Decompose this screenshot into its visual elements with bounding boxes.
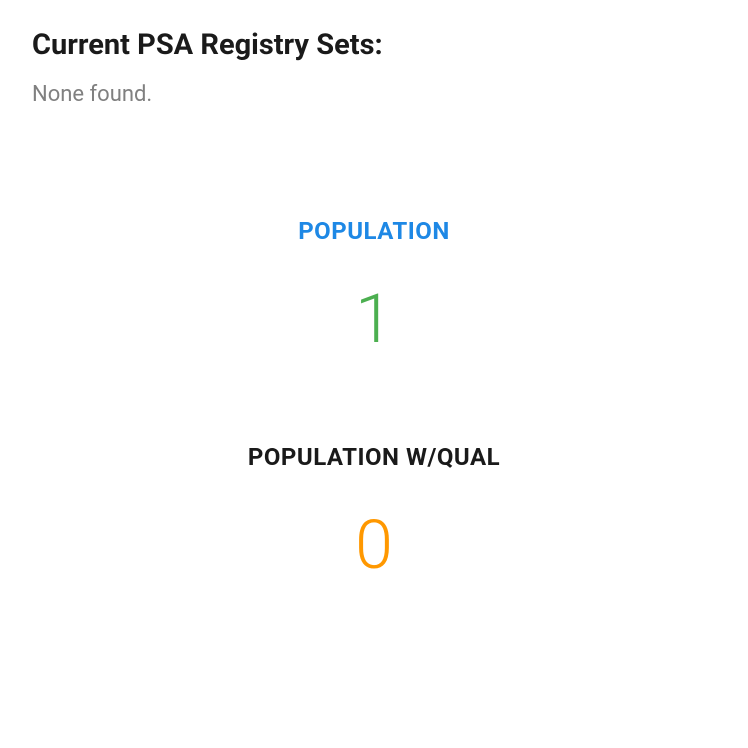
section-title: Current PSA Registry Sets: bbox=[32, 28, 716, 62]
stat-label-population: POPULATION bbox=[298, 217, 450, 245]
stat-label-population-wqual: POPULATION W/QUAL bbox=[248, 443, 500, 471]
stat-value-population: 1 bbox=[298, 285, 450, 353]
stat-value-population-wqual: 0 bbox=[248, 511, 500, 579]
stat-population: POPULATION 1 bbox=[298, 217, 450, 353]
empty-message: None found. bbox=[32, 82, 716, 107]
stats-container: POPULATION 1 POPULATION W/QUAL 0 bbox=[32, 217, 716, 669]
stat-population-wqual: POPULATION W/QUAL 0 bbox=[248, 443, 500, 579]
